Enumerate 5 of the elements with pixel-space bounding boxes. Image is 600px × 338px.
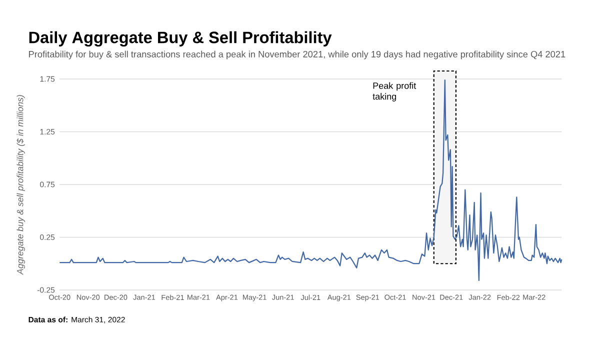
chart-title: Daily Aggregate Buy & Sell Profitability <box>29 31 332 47</box>
line-series <box>59 79 562 282</box>
y-axis-title: Aggregate buy & sell profitability ($ in millions) <box>16 95 25 275</box>
band-label: Peak profit taking <box>372 82 416 102</box>
chart-subtitle: Profitability for buy & sell transactions reached a peak in November 2021, while only 19 days had negative profitability since Q4 2021 <box>29 50 566 60</box>
